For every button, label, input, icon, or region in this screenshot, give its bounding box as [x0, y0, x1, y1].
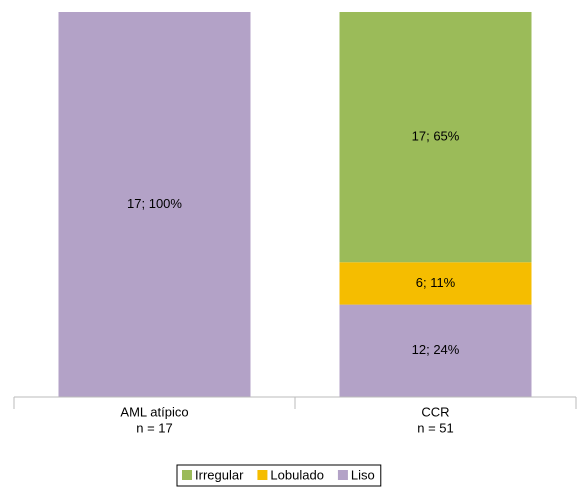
- legend-swatch: [337, 470, 348, 480]
- bar-segment: [339, 304, 532, 397]
- data-label: 17; 65%: [412, 129, 460, 144]
- data-label: 12; 24%: [412, 342, 460, 357]
- x-tick-label: CCR: [421, 404, 449, 419]
- legend-label: Irregular: [195, 467, 244, 482]
- data-label: 17; 100%: [127, 196, 182, 211]
- x-tick-label: AML atípico: [120, 404, 188, 419]
- legend-swatch: [182, 470, 192, 480]
- legend-label: Liso: [351, 467, 375, 482]
- bar-segment: [58, 12, 251, 397]
- legend-box: [176, 464, 382, 487]
- data-label: 6; 11%: [416, 275, 456, 290]
- legend-label: Lobulado: [270, 467, 324, 482]
- x-tick-label: n = 51: [417, 420, 454, 435]
- legend-swatch: [257, 470, 268, 480]
- x-tick-label: n = 17: [136, 420, 173, 435]
- bar-segment: [339, 262, 532, 305]
- bar-segment: [339, 12, 532, 263]
